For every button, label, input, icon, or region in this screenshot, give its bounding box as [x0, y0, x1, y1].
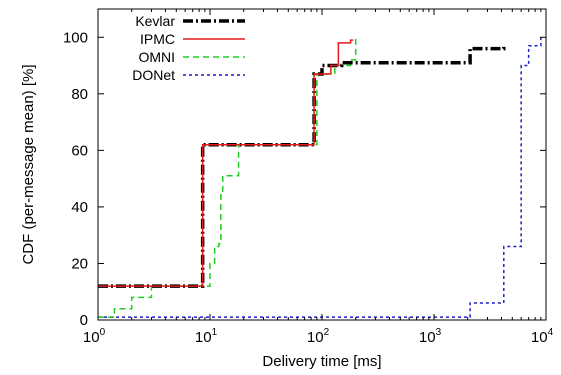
x-tick-label: 102 — [307, 327, 330, 346]
legend: Kevlar IPMC OMNI DONet — [132, 13, 245, 83]
x-tick-exponent: 0 — [100, 327, 106, 338]
y-tick-label: 60 — [71, 142, 88, 159]
x-tick-base: 10 — [419, 329, 436, 346]
y-tick-label: 80 — [71, 86, 88, 103]
y-tick-label: 100 — [63, 29, 88, 46]
y-tick-label: 40 — [71, 199, 88, 216]
x-tick-label: 103 — [419, 327, 442, 346]
x-tick-label: 100 — [83, 327, 106, 346]
x-tick-label: 101 — [195, 327, 218, 346]
x-tick-label: 104 — [531, 327, 554, 346]
y-tick-label: 0 — [80, 312, 88, 329]
x-tick-exponent: 1 — [212, 327, 218, 338]
series-layer — [98, 37, 542, 318]
y-tick-label: 20 — [71, 255, 88, 272]
x-tick-exponent: 2 — [324, 327, 330, 338]
x-tick-base: 10 — [307, 329, 324, 346]
series-line-omni — [98, 37, 357, 318]
x-tick-base: 10 — [83, 329, 100, 346]
legend-label-omni: OMNI — [138, 49, 175, 65]
y-axis-label: CDF (per-message mean) [%] — [20, 64, 37, 264]
x-tick-base: 10 — [195, 329, 212, 346]
legend-label-donet: DONet — [132, 67, 175, 83]
x-axis-label: Delivery time [ms] — [262, 353, 381, 370]
series-line-ipmc — [98, 39, 354, 287]
x-tick-exponent: 4 — [548, 327, 554, 338]
legend-label-ipmc: IPMC — [140, 31, 175, 47]
x-tick-base: 10 — [531, 329, 548, 346]
legend-label-kevlar: Kevlar — [135, 13, 175, 29]
x-tick-exponent: 3 — [436, 327, 442, 338]
